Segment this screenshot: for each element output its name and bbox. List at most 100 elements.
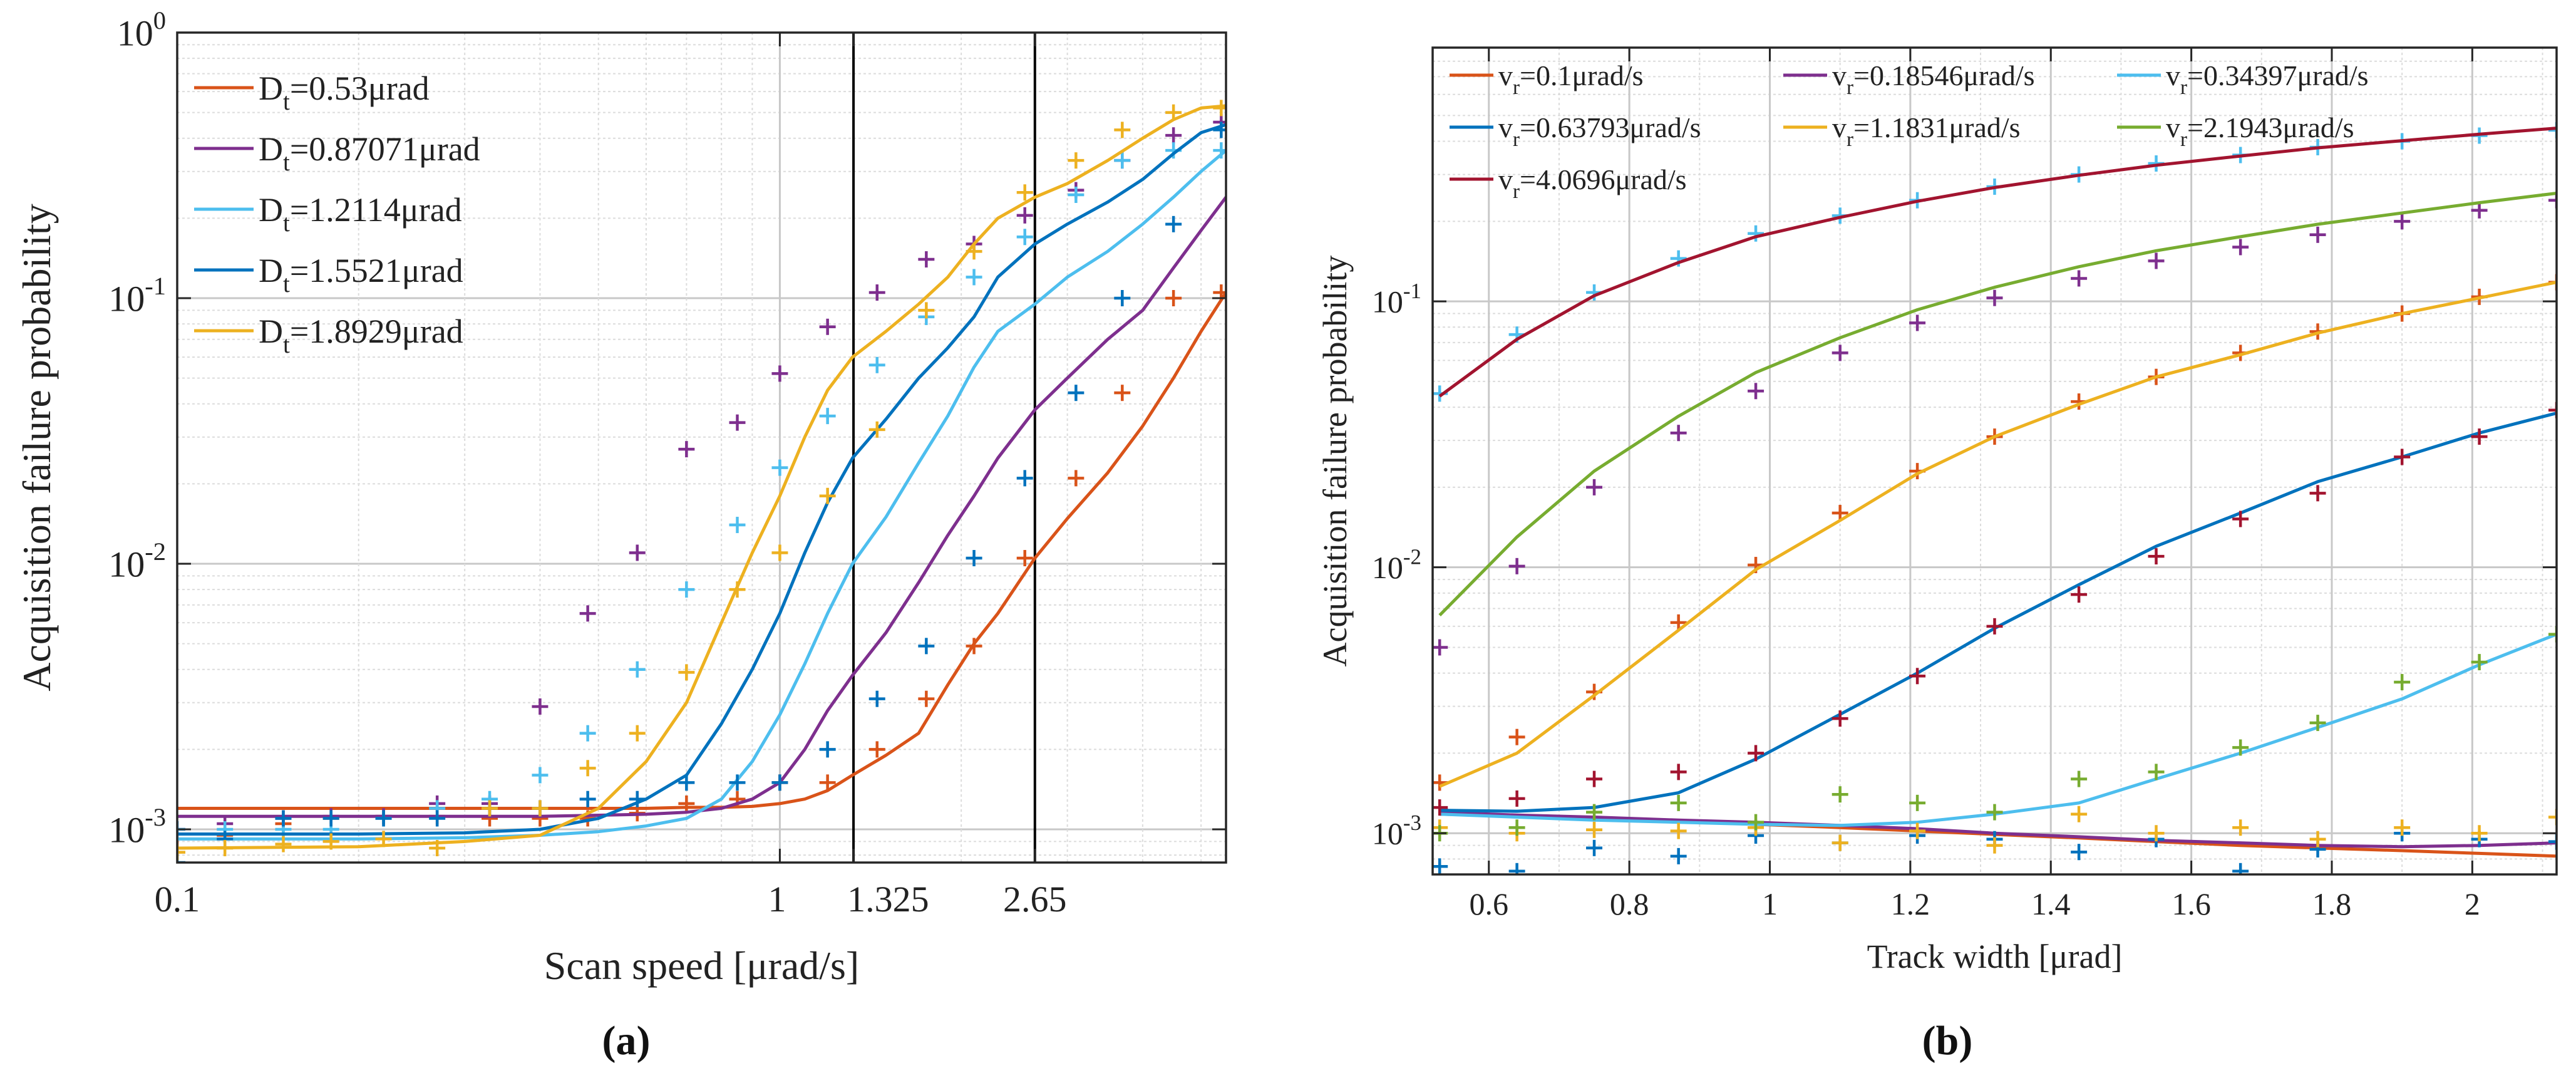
series-line-2	[177, 196, 1226, 818]
y-tick-base: 10	[1372, 284, 1403, 319]
x-tick-label: 2	[2465, 886, 2480, 921]
x-tick-label: 1.2	[1891, 886, 1930, 921]
data-point-marker	[2232, 819, 2249, 836]
data-point-marker	[1114, 290, 1131, 307]
data-point-marker	[2232, 239, 2249, 256]
series-line-5	[1439, 281, 2557, 788]
data-point-marker	[275, 810, 292, 827]
series-line-6	[1438, 192, 2557, 617]
legend-label: vr=4.0696μrad/s	[1498, 163, 1687, 203]
legend-value_text: =4.0696μrad/s	[1520, 163, 1687, 195]
y-tick-exponent: -2	[1403, 545, 1421, 569]
legend-item: Dt=1.2114μrad	[194, 191, 462, 237]
data-point-marker	[2394, 819, 2411, 836]
legend-subscript: r	[1847, 128, 1853, 151]
legend-name: D	[259, 313, 283, 350]
data-point-marker	[2148, 764, 2165, 780]
legend-name: D	[259, 252, 283, 289]
data-point-marker	[678, 774, 695, 791]
legend-name: v	[1498, 163, 1513, 195]
panel-label: (b)	[1922, 1018, 1973, 1064]
data-point-marker	[1114, 385, 1131, 402]
legend-value_text: =1.1831μrad/s	[1853, 111, 2021, 143]
x-axis-title: Scan speed [μrad/s]	[544, 943, 859, 988]
data-point-marker	[532, 767, 549, 784]
data-point-marker	[819, 318, 836, 335]
legend-subscript: t	[283, 149, 290, 176]
legend-subscript: r	[2180, 128, 2187, 151]
y-tick-label: 100	[117, 6, 166, 53]
legend-label: Dt=0.53μrad	[259, 70, 430, 115]
x-tick-label: 1.4	[2031, 886, 2071, 921]
data-point-marker	[771, 774, 788, 791]
data-point-marker	[1909, 668, 1926, 685]
data-point-marker	[918, 690, 935, 707]
y-tick-exponent: -3	[1403, 811, 1421, 835]
data-point-marker	[2309, 715, 2326, 732]
data-point-marker	[678, 664, 695, 681]
data-point-marker	[2071, 806, 2088, 822]
data-point-marker	[2548, 192, 2557, 209]
data-point-marker	[629, 790, 646, 807]
y-tick-base: 10	[1372, 816, 1403, 851]
data-point-marker	[819, 408, 836, 425]
data-point-marker	[629, 544, 646, 561]
y-tick-label: 10-2	[108, 537, 166, 584]
data-point-marker	[532, 698, 549, 715]
data-point-marker	[1433, 858, 1448, 874]
data-point-marker	[1832, 345, 1848, 361]
data-point-marker	[2232, 511, 2249, 527]
x-axis-title: Track width [μrad]	[1867, 938, 2123, 975]
legend-label: vr=0.18546μrad/s	[1832, 60, 2035, 99]
legend-item: vr=0.18546μrad/s	[1783, 60, 2035, 99]
legend-subscript: r	[2180, 76, 2187, 99]
legend-item: Dt=1.5521μrad	[194, 252, 463, 298]
data-point-marker	[429, 810, 446, 827]
data-point-marker	[966, 638, 982, 655]
y-tick-exponent: -2	[145, 537, 166, 566]
legend-label: vr=0.1μrad/s	[1498, 60, 1644, 99]
data-point-marker	[678, 581, 695, 598]
axes-frame	[1431, 46, 2558, 876]
data-point-marker	[1213, 142, 1226, 159]
y-tick-exponent: -3	[145, 803, 166, 831]
data-point-marker	[1508, 728, 1525, 745]
data-point-marker	[966, 243, 982, 260]
series-group	[1433, 122, 2557, 874]
data-point-marker	[2548, 402, 2557, 418]
data-point-marker	[1909, 822, 1926, 839]
legend-name: v	[1498, 111, 1513, 143]
data-point-marker	[1748, 383, 1765, 400]
data-point-marker	[1670, 425, 1687, 442]
x-tick-label: 0.6	[1470, 886, 1509, 921]
legend-name: D	[259, 130, 283, 168]
legend-value_text: =0.18546μrad/s	[1853, 60, 2035, 91]
data-point-marker	[2471, 825, 2488, 842]
data-point-marker	[579, 790, 596, 807]
legend-item: Dt=0.53μrad	[194, 70, 430, 115]
data-point-marker	[2309, 831, 2326, 848]
data-point-marker	[1832, 786, 1848, 803]
data-point-marker	[629, 661, 646, 678]
legend-label: vr=0.34397μrad/s	[2166, 60, 2369, 99]
panel-label: (a)	[602, 1018, 651, 1064]
data-point-marker	[1068, 152, 1084, 169]
legend-subscript: r	[1513, 128, 1520, 151]
data-point-marker	[678, 795, 695, 812]
data-point-marker	[771, 365, 788, 382]
data-point-marker	[1068, 470, 1084, 487]
x-tick-label: 1	[768, 879, 786, 920]
data-point-marker	[1114, 122, 1131, 138]
legend-value_text: =0.87071μrad	[290, 130, 480, 168]
x-tick-label: 0.1	[155, 879, 200, 920]
data-point-marker	[2148, 825, 2165, 842]
data-point-marker	[1986, 837, 2003, 854]
legend-label: vr=0.63793μrad/s	[1498, 111, 1701, 151]
data-point-marker	[2071, 770, 2088, 787]
data-point-marker	[375, 810, 392, 827]
legend: Dt=0.53μrad Dt=0.87071μrad Dt=1.2114μrad Dt…	[194, 70, 480, 358]
legend-subscript: r	[1847, 76, 1853, 99]
legend-value_text: =0.34397μrad/s	[2187, 60, 2369, 91]
x-tick-label: 1.6	[2172, 886, 2211, 921]
